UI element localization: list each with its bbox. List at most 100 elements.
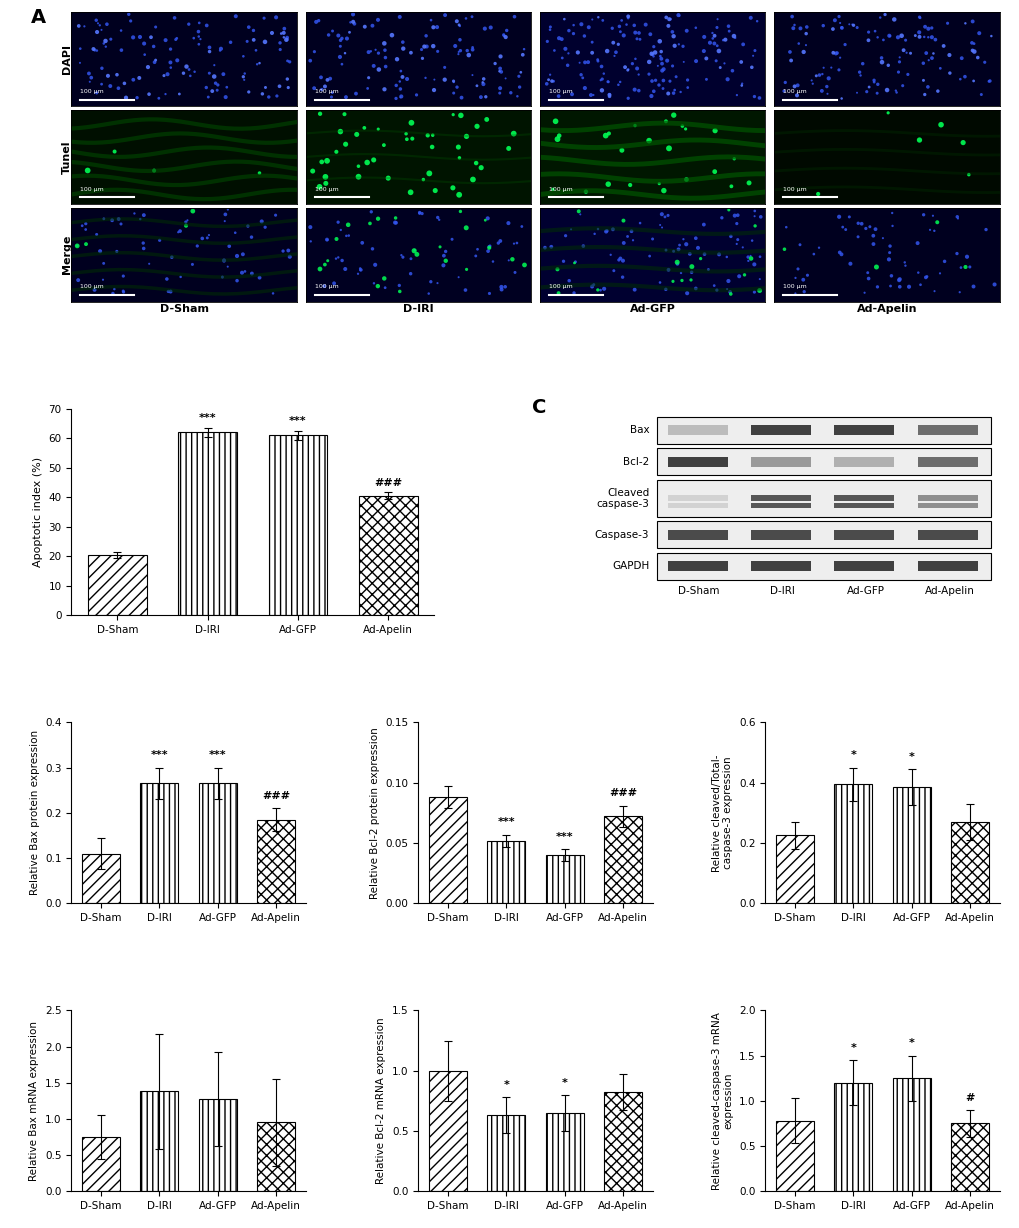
Point: [391, 71, 408, 91]
Point: [566, 284, 582, 303]
Point: [924, 44, 941, 64]
Bar: [775, 835, 813, 904]
Point: [718, 279, 735, 298]
Bar: [750, 561, 810, 571]
Point: [573, 65, 589, 85]
Point: [949, 208, 965, 227]
Point: [619, 60, 635, 80]
Text: *: *: [503, 1079, 508, 1090]
Point: [570, 201, 586, 221]
Text: #: #: [964, 1093, 974, 1103]
Point: [777, 217, 794, 237]
Point: [464, 7, 480, 27]
Point: [261, 87, 277, 107]
Point: [96, 253, 112, 273]
Point: [860, 22, 876, 42]
Point: [330, 248, 346, 268]
Text: Cleaved
caspase-3: Cleaved caspase-3: [596, 488, 648, 510]
Point: [653, 54, 669, 74]
Point: [316, 276, 332, 296]
Point: [931, 264, 948, 284]
Point: [626, 80, 642, 99]
Point: [891, 52, 907, 71]
Point: [244, 227, 260, 247]
Point: [110, 79, 126, 98]
Point: [281, 52, 298, 71]
Point: [339, 215, 356, 235]
Point: [728, 235, 744, 254]
Point: [376, 33, 392, 53]
Point: [407, 241, 423, 260]
Bar: [892, 787, 929, 904]
Point: [879, 103, 896, 123]
Point: [822, 58, 839, 77]
Point: [324, 21, 340, 41]
Point: [348, 124, 365, 144]
Point: [367, 255, 383, 275]
Text: ###: ###: [262, 791, 290, 801]
Point: [450, 149, 467, 168]
Point: [664, 84, 681, 103]
Point: [910, 130, 926, 150]
Point: [469, 76, 485, 96]
Point: [687, 228, 703, 248]
Point: [338, 226, 355, 246]
Text: GAPDH: GAPDH: [611, 561, 648, 571]
Point: [464, 38, 480, 58]
Bar: [487, 1115, 525, 1191]
Point: [695, 27, 711, 47]
Point: [615, 233, 632, 253]
Point: [514, 216, 530, 236]
Point: [708, 36, 725, 55]
Point: [218, 77, 234, 97]
Bar: [666, 457, 727, 467]
Point: [497, 27, 514, 47]
Point: [814, 16, 830, 36]
Point: [216, 251, 232, 270]
Point: [367, 41, 383, 60]
Point: [871, 7, 888, 27]
Point: [496, 278, 513, 297]
Point: [341, 22, 358, 42]
Point: [902, 43, 918, 63]
Point: [429, 208, 445, 227]
Point: [787, 268, 803, 287]
Point: [818, 76, 835, 96]
Text: D-Sham: D-Sham: [678, 586, 719, 597]
Bar: [545, 855, 583, 904]
Point: [743, 58, 759, 77]
Point: [539, 32, 555, 52]
Point: [364, 16, 380, 36]
Point: [611, 248, 628, 268]
Point: [580, 17, 596, 37]
Bar: [657, 448, 990, 475]
Point: [215, 64, 231, 84]
Point: [611, 72, 628, 92]
Point: [251, 53, 267, 72]
Point: [160, 281, 176, 301]
Point: [844, 15, 860, 34]
Point: [257, 77, 273, 97]
Point: [657, 112, 674, 131]
Point: [118, 88, 135, 108]
Bar: [257, 819, 294, 904]
Point: [206, 55, 222, 75]
Point: [583, 276, 599, 296]
Point: [660, 10, 677, 29]
Bar: [88, 555, 147, 615]
Point: [545, 71, 561, 91]
Point: [425, 37, 441, 56]
Bar: [666, 425, 727, 436]
Point: [663, 22, 680, 42]
Point: [584, 43, 600, 63]
Point: [597, 125, 613, 145]
Point: [790, 33, 806, 53]
Point: [452, 106, 469, 125]
Point: [661, 10, 678, 29]
Point: [540, 70, 556, 90]
Point: [79, 161, 96, 181]
Point: [700, 259, 716, 279]
Point: [162, 39, 178, 59]
Text: ***: ***: [497, 818, 515, 828]
Bar: [834, 502, 894, 508]
